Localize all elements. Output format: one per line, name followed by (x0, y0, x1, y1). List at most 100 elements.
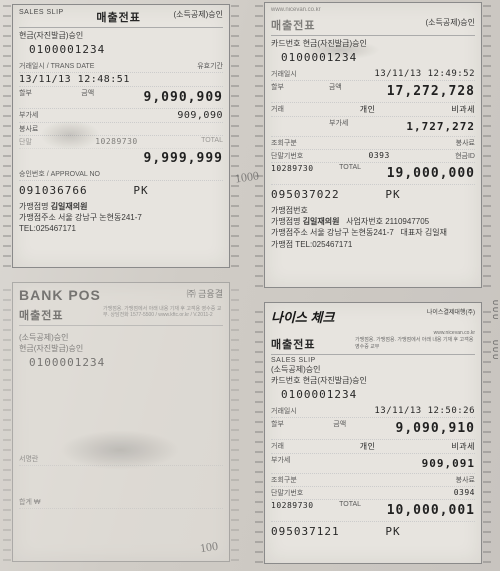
type-label: 거래 (271, 104, 284, 115)
tax-no: 비과세 (451, 441, 475, 452)
pay-method: 현금(자진발급)승인 (19, 30, 223, 41)
terminal-label: 단말기번호 (271, 488, 303, 498)
card-label: 카드번호 (271, 39, 300, 48)
approval-no: 095037121 (271, 525, 340, 538)
card-number: 0100001234 (29, 43, 223, 56)
vat-label: 부가세 (329, 118, 348, 135)
scanned-page: SALES SLIP 매출전표 (소득공제)승인 현금(자진발급)승인 0100… (0, 0, 500, 571)
cash-id: 0393 (369, 151, 390, 161)
stray-mark: UUU (491, 300, 498, 321)
vendor: 나이스결제대행(주) (427, 307, 475, 326)
approval-type: (소득공제)승인 (174, 9, 224, 25)
installment-label: 할부 (271, 82, 284, 101)
receipt-title: 매출전표 (271, 17, 315, 33)
terminal-no: 10289730 (271, 164, 314, 183)
total: 10,000,001 (387, 503, 475, 518)
handwritten-note: 100 (199, 539, 219, 556)
amount: 9,090,910 (396, 421, 475, 436)
receipt-3: BANK POS ㈜ 금융결 매출전표 가맹점용. 가맹점에서 아래 내용 기재… (12, 282, 230, 562)
receipt-title: 매출전표 (271, 336, 315, 352)
trans-date-label: 거래일시 (271, 406, 297, 416)
amount-label: 금액 (81, 88, 94, 107)
tel-label: TEL (19, 224, 34, 233)
merchant-addr-label: 가맹점주소 (19, 213, 56, 222)
installment-label: 할부 (271, 419, 284, 438)
fine-print: 가맹점용. 가맹점에서 아래 내용 기재 후 고객용 영수증 교부. 상담전화 … (103, 307, 223, 323)
signature-label: 서명란 (19, 454, 38, 464)
biz-no: 2110947705 (385, 217, 429, 226)
merchant-addr-label: 가맹점주소 (271, 228, 308, 237)
approval-type: (소득공제)승인 (19, 332, 223, 343)
tax-no: 비과세 (451, 104, 475, 115)
total: 9,999,999 (19, 151, 223, 166)
receipt-2: www.nicevan.co.kr 매출전표 (소득공제)승인 카드번호 현금(… (264, 2, 482, 288)
cash-id: 0394 (454, 488, 475, 498)
terminal-label: 단말기번호 (271, 151, 303, 161)
approval-type: (소득공제)승인 (426, 17, 476, 33)
terminal-no-small: 10289730 (95, 137, 138, 147)
tel: 025467171 (312, 240, 352, 249)
pk-label: PK (385, 188, 400, 201)
approval-no-label: 승인번호 / APPROVAL NO (19, 169, 100, 179)
biz-no-label: 사업자번호 (346, 217, 383, 226)
service-charge-label: 봉사료 (456, 475, 475, 485)
service-charge-label: 봉사료 (19, 124, 38, 134)
receipt-title: 매출전표 (19, 307, 63, 323)
amount: 9,090,909 (144, 90, 223, 105)
owner: 김일재 (425, 228, 447, 237)
card-number: 0100001234 (29, 356, 223, 369)
terminal-no: 10289730 (271, 501, 314, 520)
approval-no: 091036766 (19, 184, 88, 197)
approval-type: (소득공제)승인 (271, 364, 475, 375)
total: 19,000,000 (387, 166, 475, 181)
total-label: TOTAL (339, 501, 361, 520)
fine-print: 가맹점용. 가맹점용. 가맹점에서 아래 내용 기재 후 고객용 영수증 교부 (355, 336, 475, 352)
merchant-name: 김일재의원 (303, 217, 340, 226)
owner-label: 대표자 (401, 228, 423, 237)
card-number: 0100001234 (281, 51, 475, 64)
tel: 025467171 (36, 224, 76, 233)
tel-label: 가맹점 TEL (271, 240, 310, 249)
total-label: TOTAL (339, 164, 361, 183)
pay-method: 현금(자진발급)승인 (303, 376, 367, 385)
vat-label: 부가세 (19, 110, 38, 121)
amount-label: 금액 (333, 419, 346, 438)
vendor-logo: ㈜ 금융결 (187, 287, 223, 303)
vat: 1,727,272 (406, 120, 475, 133)
total-label: TOTAL (201, 137, 223, 147)
vat: 909,090 (177, 110, 223, 121)
total-w-label: 합계 ₩ (19, 497, 40, 507)
merchant-name-label: 가맹점명 (271, 217, 300, 226)
receipt-4: 나이스 체크 나이스결제대행(주) www.nicevan.co.kr 매출전표… (264, 302, 482, 564)
merchant-addr: 서울 강남구 논현동241-7 (310, 228, 394, 237)
trans-date: 13/11/13 12:49:52 (374, 69, 475, 79)
vat-label: 부가세 (271, 455, 290, 472)
pk-label: PK (385, 525, 400, 538)
vat: 909,091 (422, 457, 475, 470)
trans-date-label: 거래일시 (271, 69, 297, 79)
sales-slip-label: SALES SLIP (271, 357, 475, 364)
amount-label: 금액 (329, 82, 342, 101)
merchant-name: 김일재의원 (51, 202, 88, 211)
amount: 17,272,728 (387, 84, 475, 99)
pk-label: PK (133, 184, 148, 197)
approval-no: 095037022 (271, 188, 340, 201)
pay-method: 현금(자진발급)승인 (19, 343, 223, 354)
merchant-name-label: 가맹점명 (19, 202, 48, 211)
top-url: www.nicevan.co.kr (271, 7, 321, 13)
trans-date-label: 거래일시 / TRANS DATE (19, 61, 94, 71)
card-number: 0100001234 (281, 388, 475, 401)
type: 개인 (360, 104, 376, 115)
card-label: 카드번호 (271, 376, 300, 385)
nice-check-brand: 나이스 체크 (271, 307, 334, 326)
service-charge-label: 봉사료 (456, 138, 475, 148)
bankpos-brand: BANK POS (19, 287, 101, 303)
receipt-title: 매출전표 (96, 9, 140, 25)
sales-slip-label: SALES SLIP (19, 9, 64, 25)
trans-date: 13/11/13 12:50:26 (374, 406, 475, 416)
terminal-label: 단말 (19, 137, 32, 147)
trans-date: 13/11/13 12:48:51 (19, 74, 130, 85)
type: 개인 (360, 441, 376, 452)
receipt-1: SALES SLIP 매출전표 (소득공제)승인 현금(자진발급)승인 0100… (12, 4, 230, 268)
pay-method: 현금(자진발급)승인 (303, 39, 367, 48)
